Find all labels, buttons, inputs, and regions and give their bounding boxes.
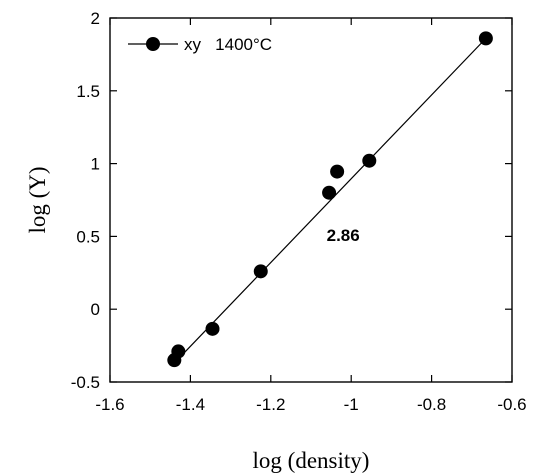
slope-annotation: 2.86 [327, 226, 360, 245]
y-tick-label: 0.5 [76, 227, 100, 246]
data-point [253, 264, 268, 279]
x-tick-label: -1 [344, 395, 359, 414]
legend: xy 1400°C [128, 35, 272, 54]
y-tick-label: 2 [91, 9, 100, 28]
data-point [205, 321, 220, 336]
ticks-layer: -1.6 -1.4 -1.2 -1 -0.8 -0.6 -0.5 0 0.5 1 1.5 2 [71, 9, 527, 414]
y-axis-title: log (Y) [25, 166, 50, 233]
data-point [322, 185, 337, 200]
data-point [330, 164, 345, 179]
x-axis-title: log (density) [253, 448, 370, 473]
data-point [171, 344, 186, 359]
legend-label: xy 1400°C [184, 35, 272, 54]
fit-line [173, 37, 487, 364]
x-tick-label: -1.2 [256, 395, 285, 414]
x-tick-label: -0.6 [497, 395, 526, 414]
y-tick-label: -0.5 [71, 373, 100, 392]
x-tick-label: -0.8 [417, 395, 446, 414]
y-tick-label: 1 [91, 155, 100, 174]
y-tick-label: 1.5 [76, 82, 100, 101]
x-tick-label: -1.4 [176, 395, 205, 414]
points-layer [167, 31, 493, 368]
data-point [478, 31, 493, 46]
plot-frame [109, 17, 513, 383]
data-point [362, 153, 377, 168]
y-tick-label: 0 [91, 300, 100, 319]
x-tick-label: -1.6 [95, 395, 124, 414]
legend-marker [146, 37, 160, 51]
